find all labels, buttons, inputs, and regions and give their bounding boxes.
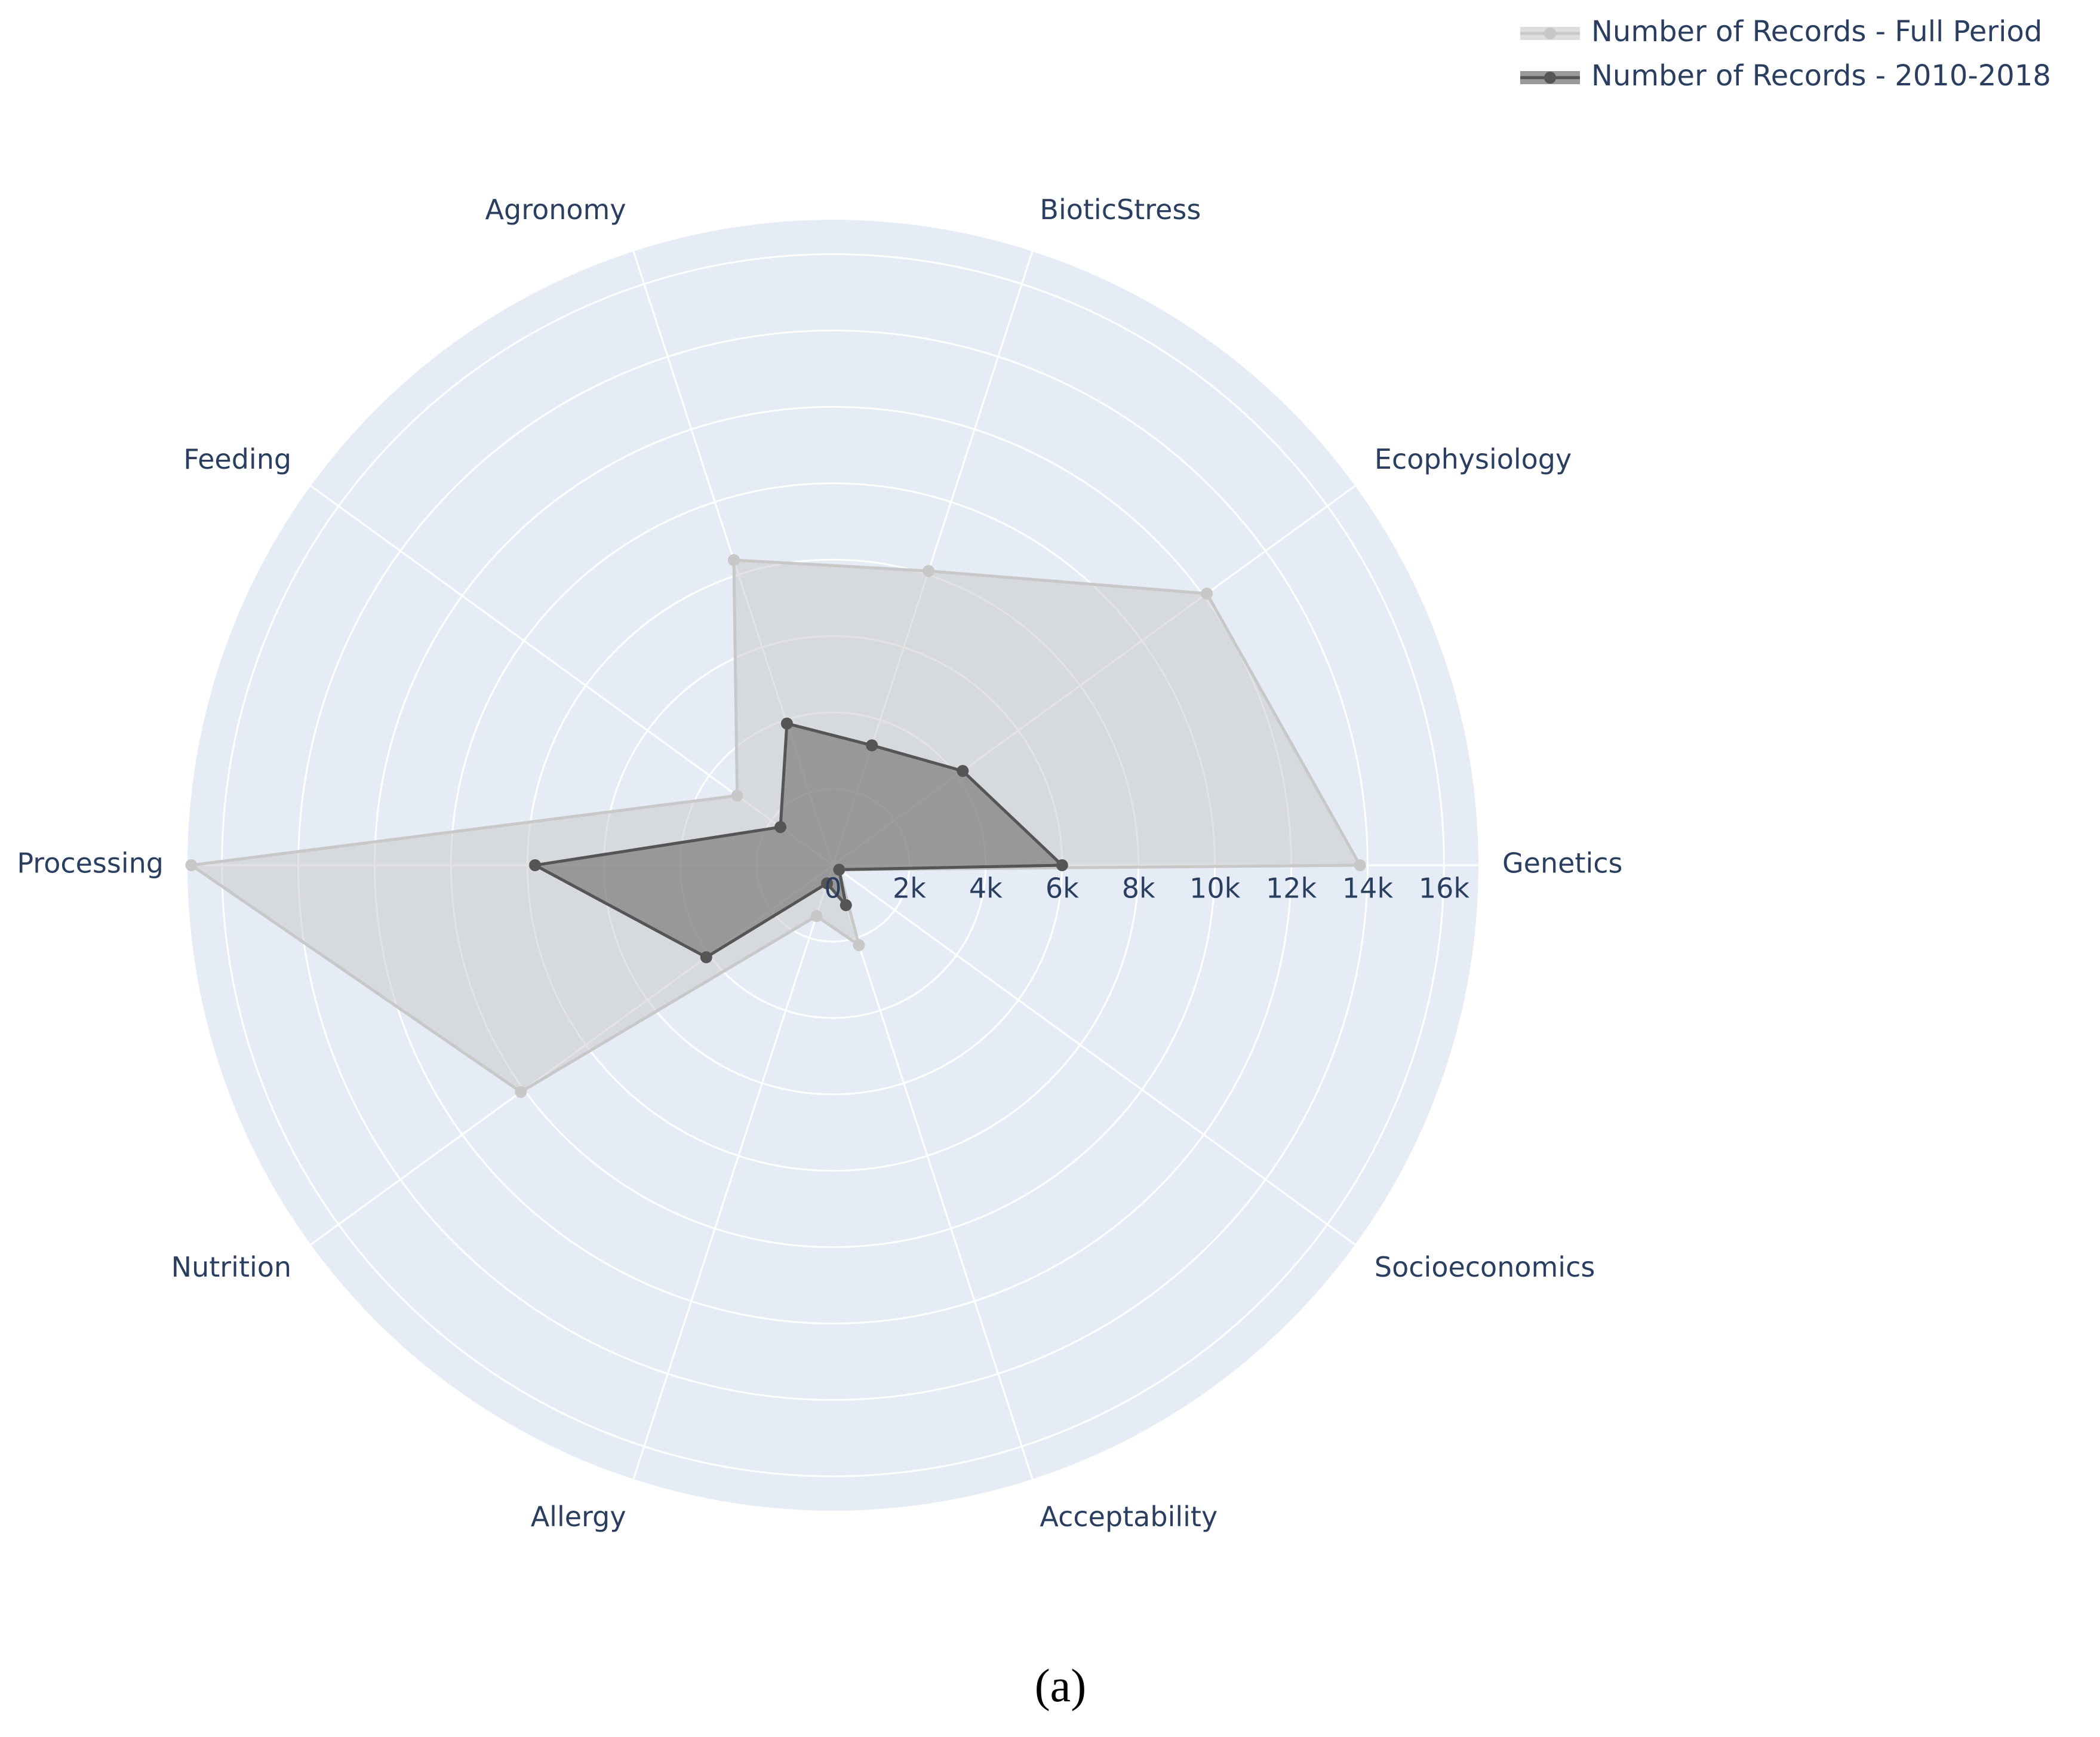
spoke (632, 865, 834, 1480)
data-point (731, 789, 743, 802)
r-tick-label: 6k (1046, 872, 1079, 905)
category-label: Ecophysiology (1375, 443, 1572, 475)
data-point (1354, 859, 1366, 871)
data-point (853, 939, 865, 951)
legend-label: Number of Records - Full Period (1591, 15, 2042, 48)
legend-marker (1544, 27, 1556, 39)
data-point (840, 899, 852, 911)
data-point (727, 554, 740, 566)
category-label: Processing (17, 847, 164, 880)
data-point (780, 717, 793, 730)
data-point (821, 877, 834, 890)
category-label: Allergy (531, 1501, 626, 1533)
r-tick-label: 0 (824, 872, 841, 905)
category-label: Feeding (183, 443, 291, 475)
data-point (515, 1086, 527, 1098)
category-label: Genetics (1502, 847, 1622, 880)
legend-label: Number of Records - 2010-2018 (1591, 59, 2051, 93)
data-point (185, 859, 198, 871)
r-tick-label: 16k (1419, 872, 1470, 905)
caption: (a) (1035, 1659, 1087, 1711)
spoke (832, 864, 1356, 1246)
category-label: Agronomy (485, 193, 626, 226)
category-label: BioticStress (1040, 193, 1201, 226)
r-tick-label: 8k (1122, 872, 1155, 905)
category-label: Nutrition (171, 1251, 291, 1283)
legend-marker (1544, 72, 1556, 84)
r-tick-label: 2k (893, 872, 926, 905)
r-tick-label: 10k (1189, 872, 1241, 905)
category-label: Socioeconomics (1375, 1251, 1595, 1283)
data-point (1056, 859, 1068, 871)
data-point (957, 765, 969, 777)
r-tick-label: 4k (969, 872, 1003, 905)
data-point (700, 951, 712, 964)
data-point (833, 863, 845, 876)
data-point (774, 821, 787, 834)
data-point (866, 739, 878, 752)
data-point (529, 859, 542, 871)
r-tick-label: 12k (1266, 872, 1317, 905)
data-point (923, 565, 935, 577)
r-tick-label: 14k (1342, 872, 1394, 905)
spoke (832, 865, 1034, 1480)
category-label: Acceptability (1040, 1501, 1217, 1533)
data-point (1201, 588, 1213, 600)
data-point (810, 910, 823, 923)
